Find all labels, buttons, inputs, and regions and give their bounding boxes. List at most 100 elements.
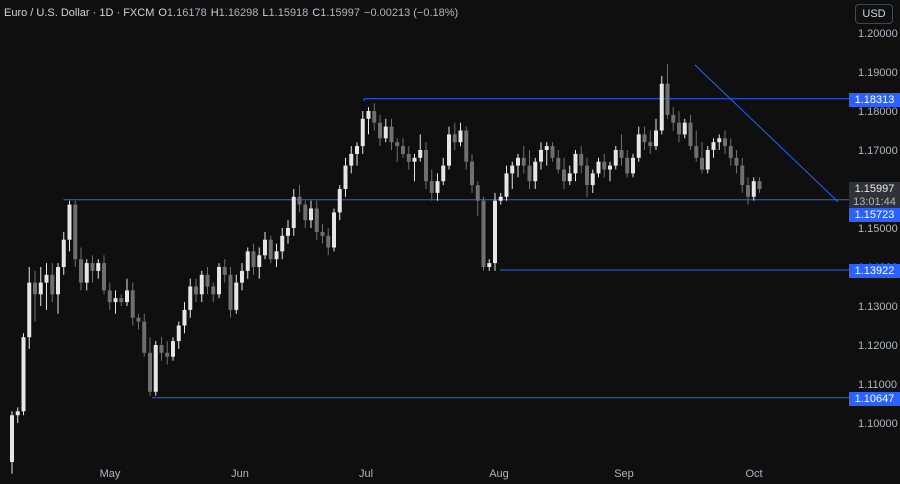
price-tick-label: 1.19000 bbox=[858, 67, 898, 79]
time-tick-label: Jul bbox=[359, 468, 373, 480]
candle-body bbox=[343, 165, 348, 189]
candle-body bbox=[372, 111, 377, 123]
candle-body bbox=[458, 130, 463, 143]
candle-body bbox=[521, 157, 526, 166]
candle-body bbox=[268, 239, 273, 260]
candle-body bbox=[245, 251, 250, 271]
candle-body bbox=[596, 161, 601, 174]
candle-body bbox=[556, 157, 561, 170]
candle-body bbox=[107, 290, 112, 303]
time-tick-label: Sep bbox=[614, 468, 634, 480]
candle-body bbox=[418, 150, 423, 158]
time-tick-label: Oct bbox=[745, 468, 762, 480]
candle-body bbox=[665, 83, 670, 115]
candle-body bbox=[176, 325, 181, 342]
candle-body bbox=[205, 274, 210, 287]
support-level-badge-2: 1.13922 bbox=[849, 264, 900, 278]
candle-body bbox=[544, 146, 549, 150]
candle-body bbox=[464, 130, 469, 162]
candle-body bbox=[705, 150, 710, 170]
candle-body bbox=[751, 181, 756, 197]
currency-button[interactable]: USD bbox=[855, 4, 893, 24]
candle-body bbox=[56, 267, 60, 295]
candle-body bbox=[125, 290, 129, 303]
price-tick-label: 1.12000 bbox=[858, 340, 898, 352]
candle-body bbox=[84, 263, 89, 283]
candle-body bbox=[504, 173, 509, 197]
candle-body bbox=[142, 321, 147, 353]
candle-body bbox=[452, 134, 457, 143]
candle-body bbox=[648, 142, 653, 147]
candle-body bbox=[130, 290, 135, 318]
candle-body bbox=[326, 235, 331, 248]
candle-body bbox=[659, 83, 664, 131]
candle-body bbox=[636, 134, 641, 158]
symbol-title[interactable]: Euro / U.S. Dollar · 1D · FXCM bbox=[4, 7, 155, 19]
candles-layer bbox=[10, 64, 762, 474]
candle-body bbox=[286, 228, 290, 236]
candle-body bbox=[642, 134, 647, 143]
candle-body bbox=[96, 263, 101, 271]
candle-body bbox=[585, 165, 589, 186]
candle-body bbox=[608, 165, 612, 170]
candle-body bbox=[481, 200, 486, 267]
candle-body bbox=[671, 114, 676, 123]
candle-body bbox=[251, 251, 256, 267]
candle-countdown: 13:01:44 bbox=[849, 195, 900, 209]
candle-body bbox=[309, 208, 313, 221]
candle-body bbox=[389, 126, 394, 143]
candle-body bbox=[320, 231, 325, 236]
symbol-legend: Euro / U.S. Dollar · 1D · FXCM O1.16178 … bbox=[4, 6, 458, 20]
candle-body bbox=[700, 157, 704, 170]
candle-body bbox=[734, 157, 739, 166]
candle-body bbox=[15, 411, 20, 416]
time-axis[interactable]: May Jun Jul Aug Sep Oct bbox=[100, 468, 763, 480]
candle-body bbox=[90, 263, 95, 271]
candle-body bbox=[429, 181, 434, 193]
close-value: 1.15997 bbox=[320, 7, 361, 19]
candle-body bbox=[539, 150, 543, 162]
candle-body bbox=[602, 161, 607, 170]
candle-body bbox=[510, 165, 515, 174]
candle-body bbox=[406, 153, 411, 162]
candle-body bbox=[165, 352, 170, 357]
candle-body bbox=[257, 255, 262, 267]
time-tick-label: Aug bbox=[489, 468, 509, 480]
candle-body bbox=[113, 298, 118, 303]
time-tick-label: Jun bbox=[231, 468, 249, 480]
candle-body bbox=[79, 259, 83, 283]
support-level-badge-1: 1.15723 bbox=[849, 208, 900, 222]
candle-body bbox=[475, 185, 480, 201]
candle-body bbox=[723, 138, 727, 147]
last-price-badge: 1.15997 bbox=[849, 182, 900, 196]
candle-body bbox=[654, 130, 658, 147]
candle-body bbox=[360, 118, 365, 147]
candle-body bbox=[366, 111, 371, 119]
candle-body bbox=[303, 204, 308, 221]
candle-body bbox=[222, 267, 227, 275]
candle-body bbox=[717, 138, 722, 143]
candle-body bbox=[263, 239, 267, 256]
support-level-badge-3: 1.10647 bbox=[849, 392, 900, 406]
candle-body bbox=[746, 185, 750, 197]
candle-body bbox=[188, 286, 193, 310]
low-label: L bbox=[262, 7, 269, 19]
candle-body bbox=[470, 161, 474, 186]
candle-body bbox=[199, 274, 204, 295]
candle-body bbox=[228, 274, 233, 310]
drawing-layer bbox=[63, 64, 849, 399]
candle-body bbox=[728, 146, 733, 158]
candle-body bbox=[234, 282, 239, 310]
price-tick-label: 1.10000 bbox=[858, 418, 898, 430]
candle-body bbox=[550, 146, 555, 158]
candle-body bbox=[21, 337, 26, 412]
candle-body bbox=[395, 142, 400, 147]
candle-body bbox=[516, 157, 520, 166]
candle-body bbox=[337, 189, 342, 213]
candle-body bbox=[573, 153, 578, 174]
candle-body bbox=[424, 150, 428, 182]
candle-body bbox=[412, 157, 417, 162]
change-value: −0.00213 (−0.18%) bbox=[364, 7, 459, 19]
candle-body bbox=[291, 196, 296, 228]
